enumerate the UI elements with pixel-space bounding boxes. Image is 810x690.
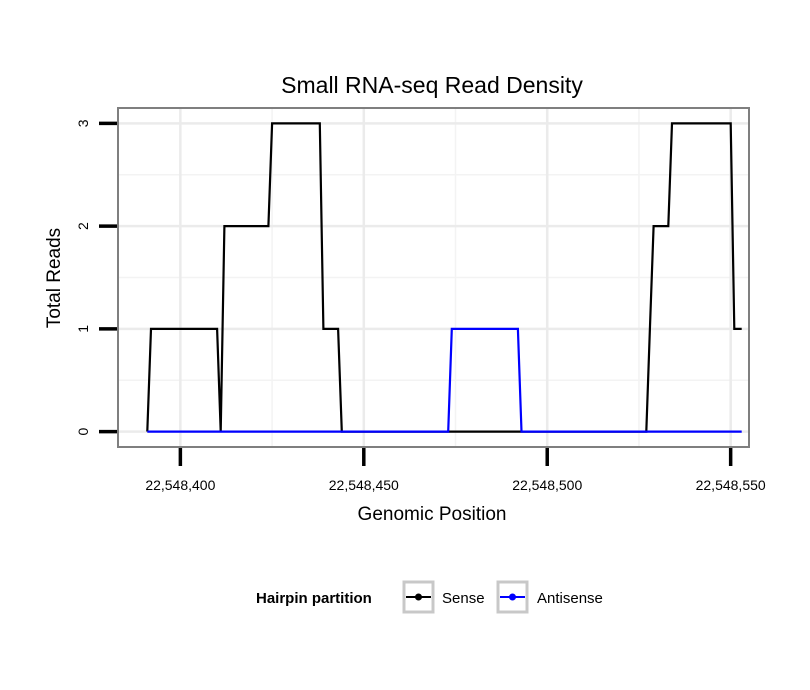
- plot-series: [146, 122, 742, 433]
- y-tick-label: 3: [75, 119, 91, 127]
- y-axis-label: Total Reads: [44, 228, 65, 328]
- grid: [118, 108, 749, 447]
- legend-point-antisense: [509, 593, 516, 601]
- legend-label-sense: Sense: [442, 590, 485, 607]
- legend: Hairpin partition Sense Antisense: [256, 580, 603, 614]
- chart-title: Small RNA-seq Read Density: [281, 72, 583, 98]
- x-axis: 22,548,400 22,548,450 22,548,500 22,548,550: [145, 448, 766, 493]
- x-tick-label: 22,548,550: [696, 477, 766, 493]
- legend-point-sense: [415, 593, 422, 601]
- y-tick-label: 2: [75, 222, 91, 230]
- legend-title: Hairpin partition: [256, 590, 372, 607]
- legend-item-sense[interactable]: Sense: [402, 580, 485, 614]
- legend-label-antisense: Antisense: [537, 590, 603, 607]
- y-tick-label: 1: [75, 325, 91, 333]
- y-axis: 0 1 2 3: [75, 119, 117, 435]
- x-tick-label: 22,548,500: [512, 477, 582, 493]
- panel-border: [117, 107, 750, 448]
- x-tick-label: 22,548,450: [329, 477, 399, 493]
- legend-item-antisense[interactable]: Antisense: [496, 580, 603, 614]
- x-axis-label: Genomic Position: [358, 504, 507, 525]
- series-line-antisense: [147, 327, 742, 433]
- x-tick-label: 22,548,400: [145, 477, 215, 493]
- y-tick-label: 0: [75, 427, 91, 435]
